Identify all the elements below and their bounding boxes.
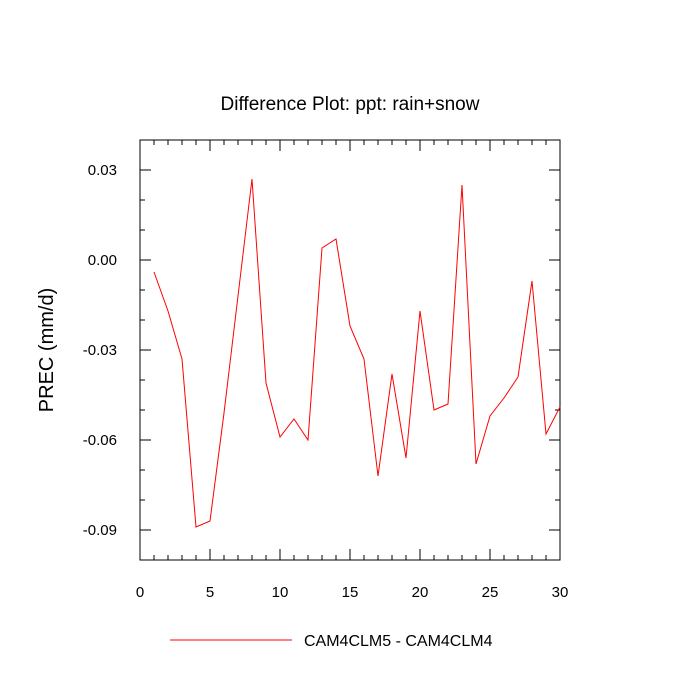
y-tick-label: -0.06 xyxy=(83,432,117,449)
plot-frame xyxy=(139,139,561,561)
x-tick-label: 0 xyxy=(136,584,144,601)
x-tick-label: 10 xyxy=(272,584,289,601)
x-tick-label: 5 xyxy=(206,584,214,601)
series-line xyxy=(153,178,561,528)
y-axis-label: PREC (mm/d) xyxy=(36,288,58,412)
chart-title: Difference Plot: ppt: rain+snow xyxy=(221,94,480,115)
legend: CAM4CLM5 - CAM4CLM4 xyxy=(170,633,493,650)
x-tick-label: 20 xyxy=(412,584,429,601)
legend-label: CAM4CLM5 - CAM4CLM4 xyxy=(304,633,493,650)
y-tick-label: -0.03 xyxy=(83,342,117,359)
y-tick-label: -0.09 xyxy=(83,522,117,539)
x-tick-label: 25 xyxy=(482,584,499,601)
y-tick-label: 0.00 xyxy=(88,252,117,269)
y-tick-label: 0.03 xyxy=(88,162,117,179)
x-tick-label: 15 xyxy=(342,584,359,601)
plot-area: 0 5 10 15 20 25 30 -0.09 -0.06 -0.03 0.00 0.03 xyxy=(83,139,569,601)
x-tick-label: 30 xyxy=(552,584,569,601)
